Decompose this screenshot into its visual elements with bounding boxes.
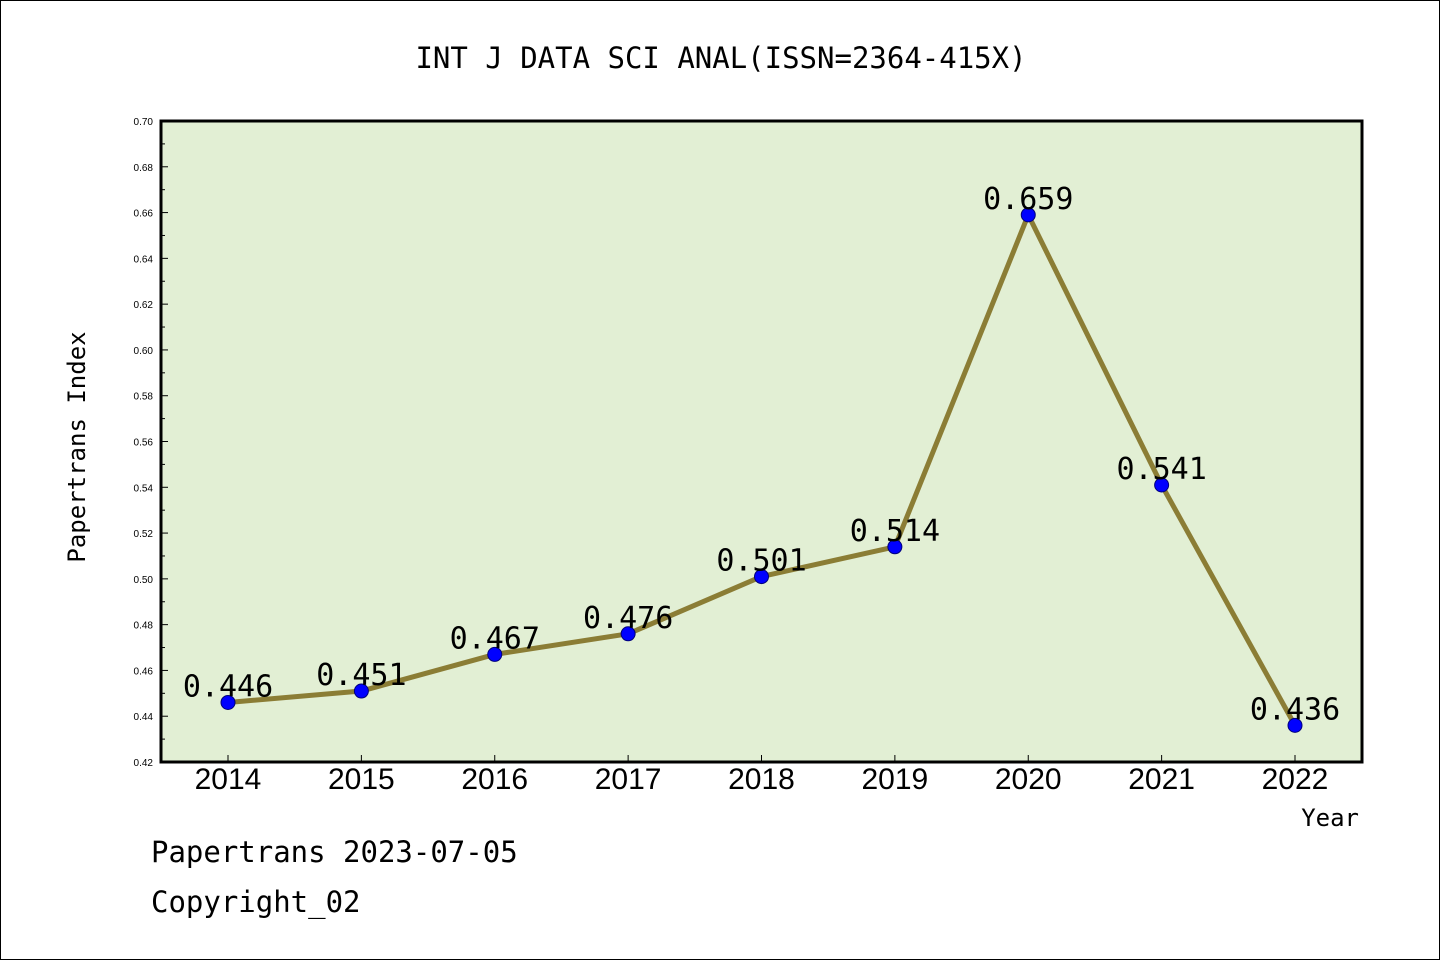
x-tick-label: 2018 (728, 763, 795, 796)
y-axis: 0.42 0.44 0.46 0.48 0.50 0.52 0.54 0.56 0.58 0.60… (134, 117, 168, 769)
x-tick-label: 2020 (995, 763, 1062, 796)
y-axis-label: Papertrans Index (63, 331, 91, 562)
y-tick-label: 0.60 (134, 346, 154, 357)
data-label: 0.659 (983, 182, 1073, 217)
data-point (220, 694, 236, 710)
data-label: 0.451 (316, 658, 406, 693)
data-point (1154, 477, 1170, 493)
y-tick-label: 0.66 (134, 209, 154, 220)
y-tick-label: 0.44 (134, 712, 154, 723)
footer-source: Papertrans 2023-07-05 (151, 835, 518, 869)
data-label: 0.501 (716, 544, 806, 579)
x-tick-label: 2021 (1128, 763, 1195, 796)
y-tick-label: 0.70 (134, 117, 154, 128)
data-markers (220, 207, 1303, 733)
x-tick-label: 2022 (1262, 763, 1329, 796)
chart-title: INT J DATA SCI ANAL(ISSN=2364-415X) (415, 41, 1026, 75)
y-tick-label: 0.68 (134, 163, 154, 174)
plot-area (159, 119, 1364, 764)
y-tick-label: 0.46 (134, 666, 154, 677)
y-tick-label: 0.50 (134, 575, 154, 586)
x-tick-label: 2015 (328, 763, 395, 796)
data-point (353, 683, 369, 699)
y-tick-label: 0.52 (134, 529, 154, 540)
x-tick-label: 2019 (862, 763, 929, 796)
data-label: 0.541 (1116, 452, 1206, 487)
y-tick-label: 0.58 (134, 392, 154, 403)
data-point (1020, 207, 1036, 223)
data-label: 0.514 (850, 514, 940, 549)
data-label: 0.446 (183, 669, 273, 704)
x-axis-label: Year (1301, 804, 1359, 832)
y-tick-label: 0.54 (134, 483, 154, 494)
data-point (887, 539, 903, 555)
data-label: 0.467 (450, 621, 540, 656)
y-tick-label: 0.48 (134, 621, 154, 632)
data-labels: 0.446 0.451 0.467 0.476 0.501 0.514 0.659 0.541… (183, 182, 1340, 728)
y-tick-label: 0.42 (134, 758, 154, 769)
data-point (620, 626, 636, 642)
x-tick-label: 2016 (461, 763, 528, 796)
data-label: 0.476 (583, 601, 673, 636)
x-tick-label: 2017 (595, 763, 662, 796)
x-axis: 2014 2015 2016 2017 2018 2019 2020 2021 2022 (195, 755, 1329, 796)
data-label: 0.436 (1250, 692, 1340, 727)
x-tick-label: 2014 (195, 763, 262, 796)
data-point (487, 646, 503, 662)
y-tick-label: 0.64 (134, 254, 154, 265)
data-point (754, 569, 769, 585)
y-tick-label: 0.56 (134, 438, 154, 449)
y-tick-label: 0.62 (134, 300, 154, 311)
footer-copyright: Copyright_02 (151, 885, 361, 919)
data-point (1287, 717, 1303, 733)
